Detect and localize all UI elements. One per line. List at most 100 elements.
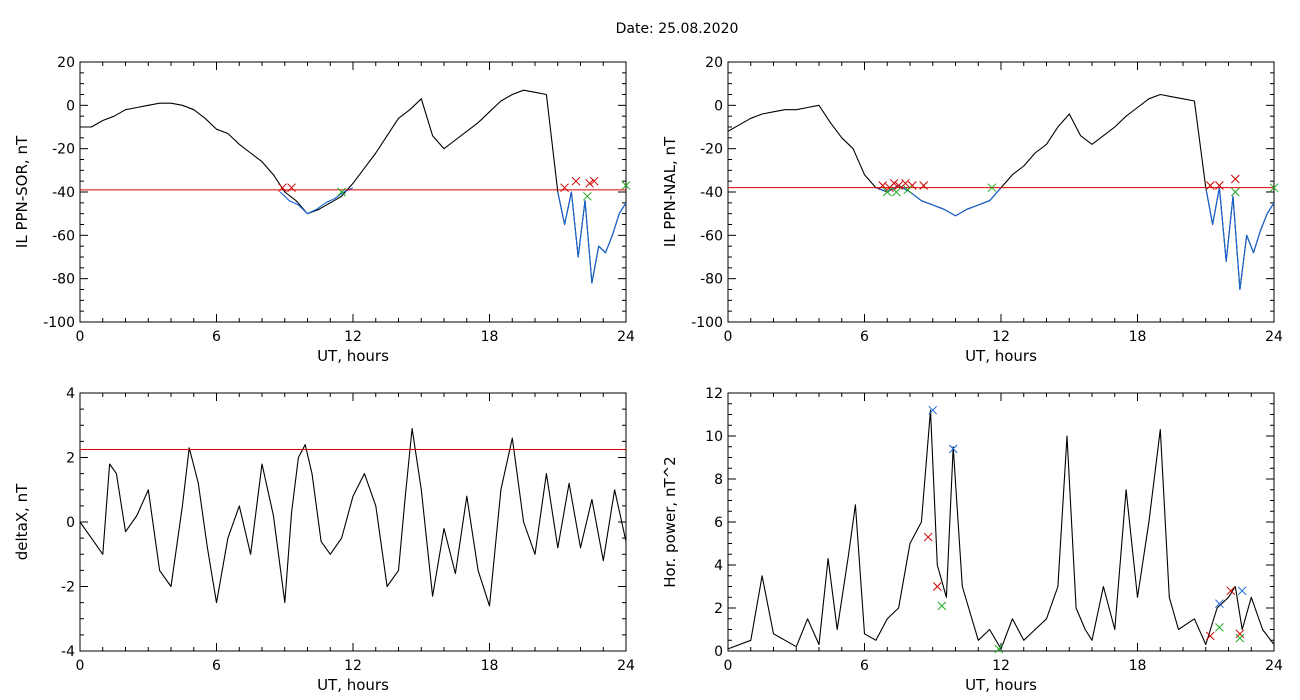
cross-marker	[1226, 586, 1236, 596]
x-axis-title: UT, hours	[317, 676, 389, 694]
x-tick-label: 12	[992, 329, 1010, 345]
x-tick-label: 0	[76, 658, 85, 674]
x-tick-label: 12	[344, 658, 362, 674]
x-tick-label: 18	[481, 658, 499, 674]
x-tick-label: 12	[992, 658, 1010, 674]
cross-marker	[948, 444, 958, 454]
y-tick-label: 6	[714, 515, 723, 531]
y-tick-label: -4	[61, 644, 75, 660]
cross-marker	[589, 176, 599, 186]
series-line-highlight	[1205, 187, 1275, 291]
cross-marker-stroke	[889, 178, 899, 188]
y-tick-label: 12	[705, 386, 723, 402]
series-line-main	[79, 427, 627, 607]
x-axis-title: UT, hours	[965, 676, 1037, 694]
panel-il-ppn-sor: 0 6 12 18 24 -100 -80 -60 -40 -20 0 20 UT, hours IL P…	[13, 55, 635, 365]
y-tick-label: -60	[700, 228, 723, 244]
cross-marker	[919, 181, 929, 190]
cross-marker	[923, 532, 933, 542]
x-axis-title: UT, hours	[317, 347, 389, 365]
panel-il-ppn-nal: 0 6 12 18 24 -100 -80 -60 -40 -20 0 20 UT, hours IL P…	[661, 55, 1283, 365]
y-tick-label: 20	[705, 55, 723, 71]
cross-marker	[621, 181, 631, 190]
cross-marker-stroke	[1230, 187, 1240, 197]
cross-marker-stroke	[987, 183, 997, 193]
y-tick-label: -60	[52, 228, 75, 244]
x-tick-label: 24	[1265, 329, 1283, 345]
y-tick-label: -20	[52, 142, 75, 158]
cross-marker-stroke	[287, 183, 296, 193]
x-tick-label: 6	[212, 329, 221, 345]
cross-marker	[1215, 181, 1224, 190]
cross-marker	[889, 178, 899, 188]
series-line-main	[727, 93, 1275, 291]
cross-marker	[585, 178, 594, 188]
figure-title: Date: 25.08.2020	[616, 21, 739, 37]
cross-marker	[287, 183, 296, 193]
cross-marker	[882, 187, 892, 197]
cross-marker	[1205, 181, 1215, 190]
y-axis-title: IL PPN-NAL, nT	[661, 136, 679, 247]
cross-marker-stroke	[1215, 622, 1224, 632]
cross-marker	[932, 582, 942, 591]
cross-marker	[937, 601, 947, 611]
cross-marker-stroke	[1230, 174, 1240, 184]
cross-marker	[560, 183, 569, 193]
cross-marker-stroke	[932, 582, 942, 591]
cross-marker	[1230, 187, 1240, 197]
cross-marker	[337, 187, 346, 197]
cross-marker-stroke	[903, 185, 913, 195]
cross-marker-stroke	[589, 176, 599, 186]
y-tick-label: 20	[57, 55, 75, 71]
cross-marker	[878, 181, 888, 190]
cross-marker-stroke	[891, 187, 901, 197]
y-tick-label: -100	[691, 315, 723, 331]
series-line-highlight	[557, 191, 627, 284]
cross-marker	[987, 183, 997, 193]
cross-marker	[994, 644, 1004, 654]
cross-marker-stroke	[928, 405, 938, 415]
y-tick-label: 2	[66, 451, 75, 467]
y-tick-label: 0	[714, 98, 723, 114]
cross-marker-stroke	[1215, 181, 1224, 190]
cross-marker-stroke	[278, 183, 287, 193]
cross-marker	[894, 181, 903, 190]
x-tick-label: 0	[724, 329, 733, 345]
cross-marker-stroke	[919, 181, 929, 190]
cross-marker	[901, 178, 910, 188]
plot-frame	[79, 392, 627, 652]
cross-marker-stroke	[1269, 183, 1279, 193]
cross-marker-stroke	[923, 532, 933, 542]
x-tick-label: 6	[860, 658, 869, 674]
cross-marker	[891, 187, 901, 197]
cross-marker	[1237, 586, 1247, 596]
plot-frame	[727, 392, 1275, 652]
y-axis-title: IL PPN-SOR, nT	[13, 135, 31, 248]
cross-marker-stroke	[1205, 181, 1215, 190]
cross-marker-stroke	[1235, 633, 1245, 643]
y-axis-title: Hor. power, nT^2	[661, 456, 679, 587]
y-tick-label: -80	[52, 272, 75, 288]
y-tick-label: 0	[714, 644, 723, 660]
cross-marker-stroke	[1226, 586, 1236, 596]
cross-marker	[1205, 631, 1215, 641]
y-tick-label: -40	[52, 185, 75, 201]
cross-marker-stroke	[621, 181, 631, 190]
cross-marker-stroke	[1235, 629, 1245, 639]
cross-marker	[903, 185, 913, 195]
cross-marker-stroke	[882, 187, 892, 197]
cross-marker-stroke	[948, 444, 958, 454]
x-tick-label: 24	[617, 658, 635, 674]
x-tick-label: 24	[617, 329, 635, 345]
cross-marker	[1215, 622, 1224, 632]
cross-marker	[1235, 633, 1245, 643]
cross-marker	[1215, 599, 1224, 609]
x-tick-label: 6	[860, 329, 869, 345]
y-axis-title: deltaX, nT	[13, 483, 31, 560]
x-tick-label: 12	[344, 329, 362, 345]
cross-marker	[278, 183, 287, 193]
cross-marker	[582, 191, 592, 201]
cross-marker-stroke	[1215, 599, 1224, 609]
